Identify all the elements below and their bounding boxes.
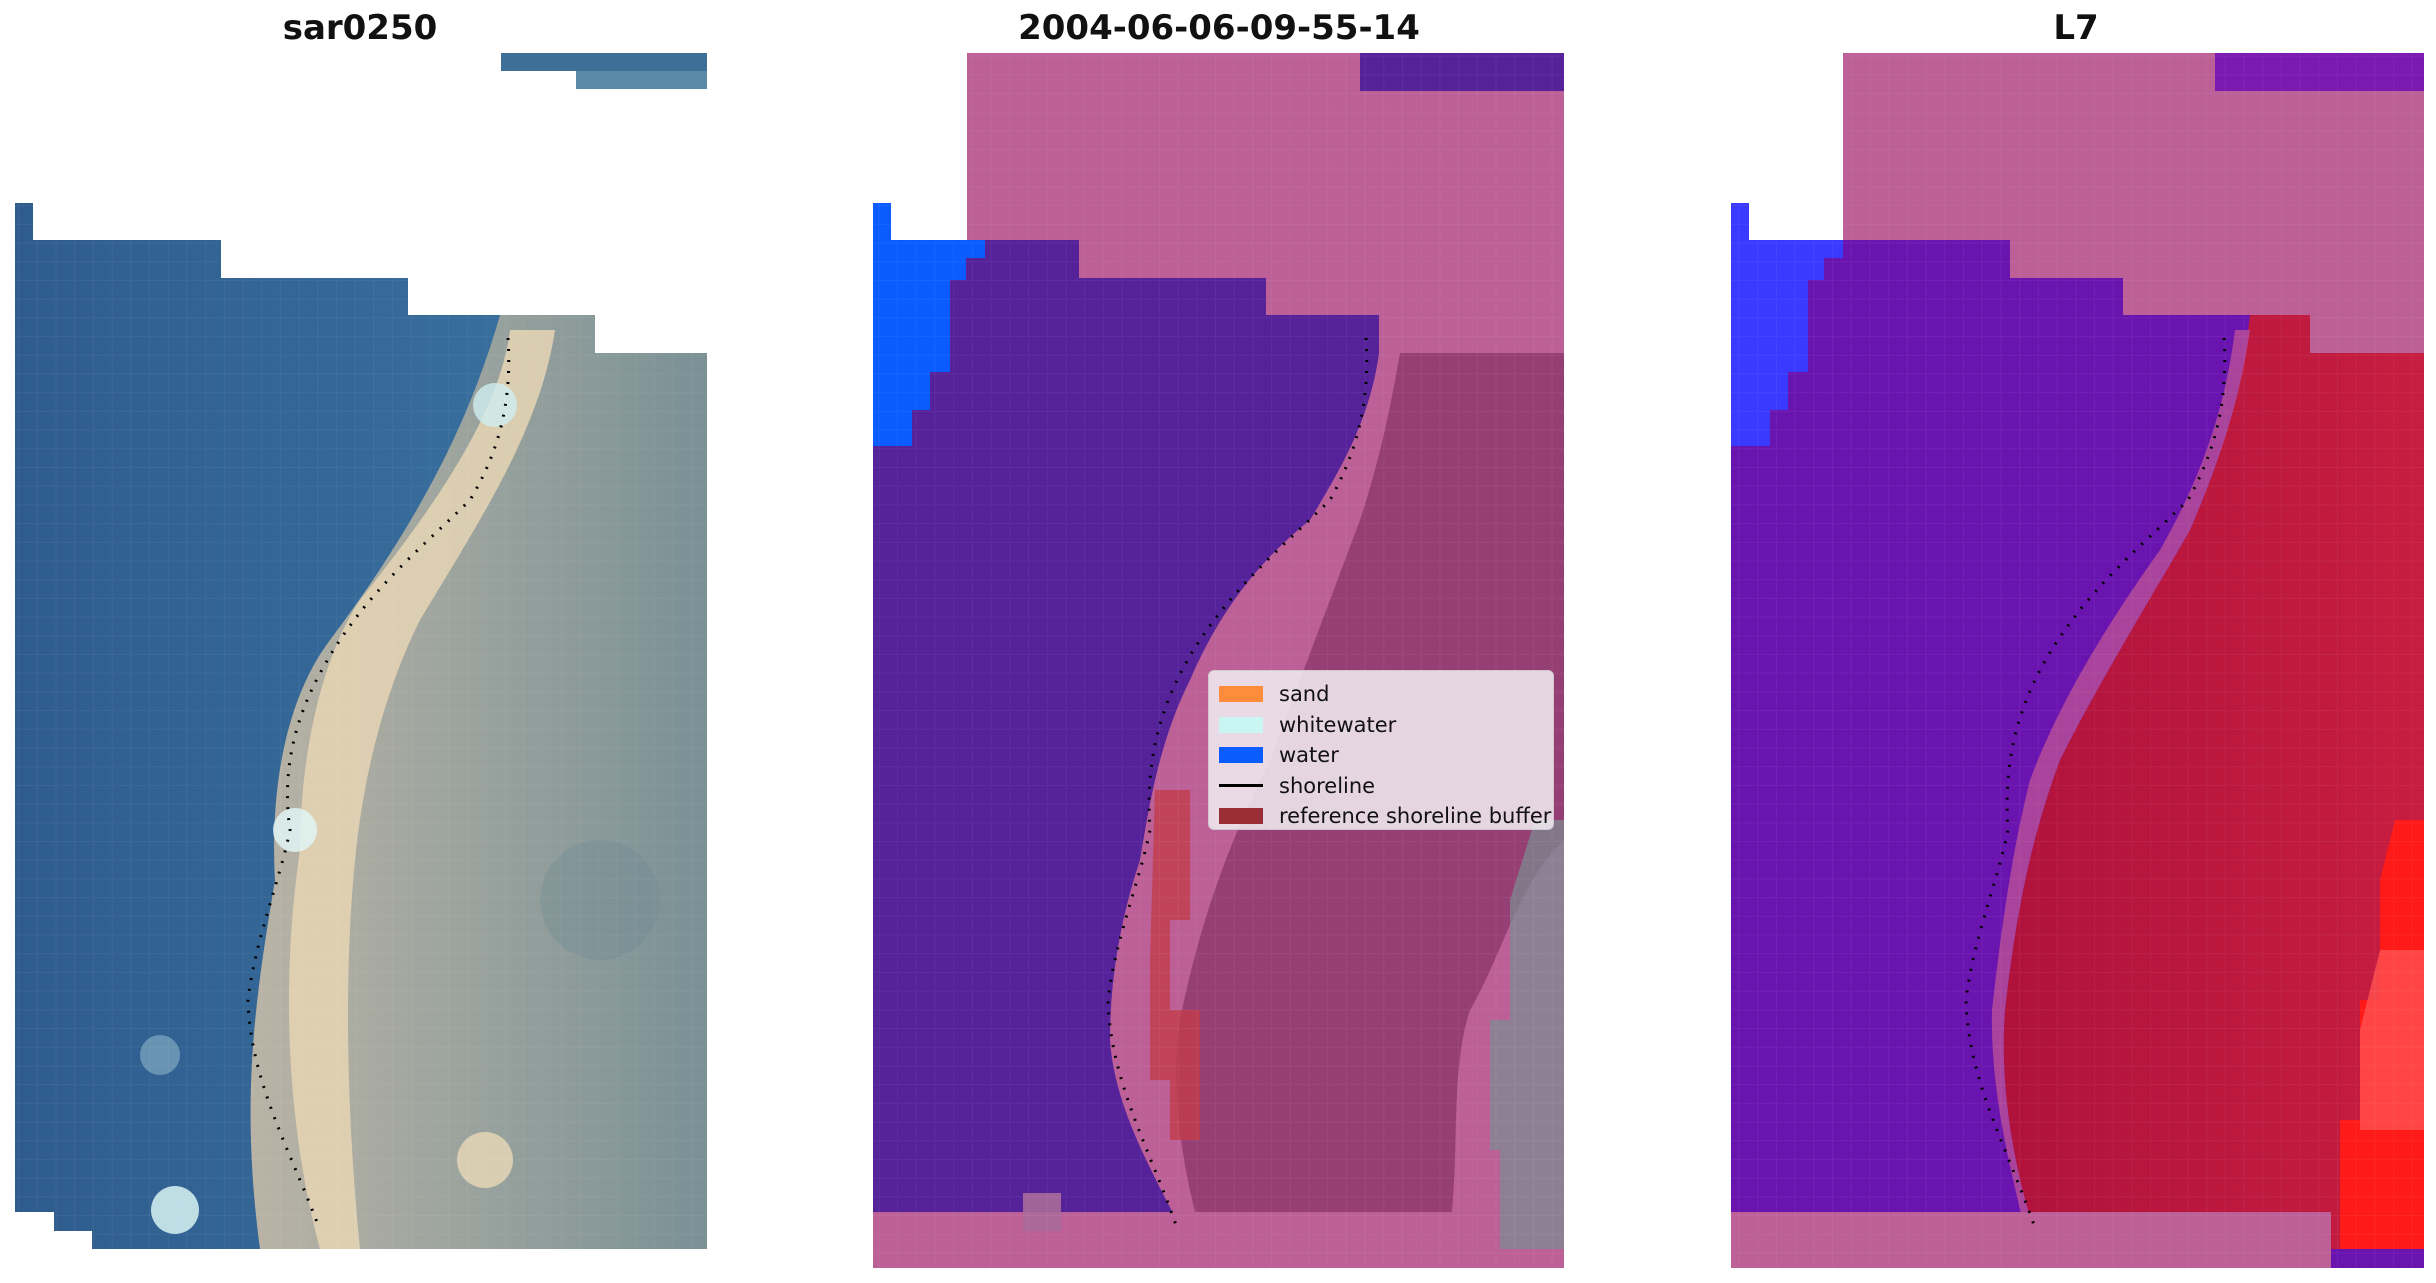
shoreline-rgb [246, 337, 511, 1226]
legend-item-sand: sand [1219, 679, 1543, 710]
legend-label-water: water [1279, 743, 1339, 768]
legend-swatch-shoreline [1219, 784, 1263, 788]
shoreline-classified [1106, 337, 1369, 1226]
legend-label-shoreline: shoreline [1279, 773, 1376, 798]
legend-swatch-sand [1219, 686, 1263, 703]
panel-title-ndwi: L7 [2053, 8, 2099, 48]
panel-title-classified: 2004-06-06-09-55-14 [1018, 8, 1420, 48]
legend-label-whitewater: whitewater [1279, 712, 1397, 737]
legend-item-whitewater: whitewater [1219, 710, 1543, 741]
rgb-image [15, 53, 707, 1249]
legend-label-sand: sand [1279, 682, 1330, 707]
legend-item-water: water [1219, 740, 1543, 771]
legend-label-reference-buffer: reference shoreline buffer [1279, 804, 1552, 829]
legend-item-shoreline: shoreline [1219, 771, 1543, 802]
legend: sand whitewater water shoreline referenc… [1208, 670, 1554, 830]
ndwi-image [1731, 53, 2424, 1268]
legend-swatch-water [1219, 747, 1263, 764]
legend-item-reference-buffer: reference shoreline buffer [1219, 801, 1551, 832]
legend-swatch-reference-buffer [1219, 808, 1263, 825]
classified-image [873, 53, 1564, 1268]
shoreline-ndwi [1964, 337, 2227, 1226]
legend-swatch-whitewater [1219, 716, 1263, 733]
panel-title-rgb: sar0250 [282, 8, 438, 48]
